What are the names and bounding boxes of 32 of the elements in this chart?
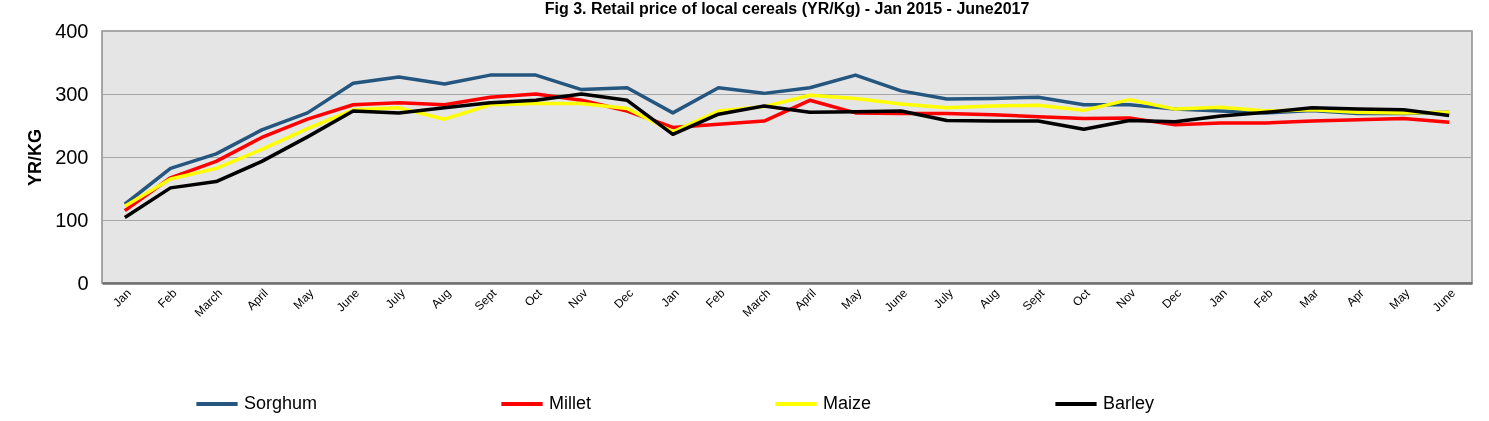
- x-tick-label: Jan: [1206, 286, 1230, 310]
- legend-label: Millet: [549, 393, 592, 413]
- x-tick-label: Jan: [658, 286, 682, 310]
- x-tick-label: Nov: [1113, 286, 1139, 312]
- x-tick-label: May: [290, 286, 317, 313]
- y-tick-label: 200: [55, 145, 89, 168]
- x-tick-label: Dec: [611, 286, 637, 312]
- x-tick-label: July: [382, 286, 408, 312]
- y-tick-label: 0: [77, 271, 89, 294]
- x-tick-label: Oct: [521, 285, 546, 310]
- y-tick-label: 100: [55, 208, 89, 231]
- x-tick-label: Nov: [565, 286, 591, 312]
- x-tick-label: Feb: [702, 285, 728, 311]
- legend-label: Barley: [1103, 393, 1155, 413]
- legend-label: Maize: [823, 393, 872, 413]
- x-tick-label: May: [1386, 286, 1413, 313]
- y-tick-label: 300: [55, 82, 89, 105]
- legend-label: Sorghum: [244, 393, 318, 413]
- x-tick-label: Feb: [154, 285, 180, 311]
- x-tick-label: July: [930, 286, 956, 312]
- x-tick-label: Aug: [428, 286, 454, 312]
- chart-title: Fig 3. Retail price of local cereals (YR/Kg) - Jan 2015 - June2017: [544, 0, 1030, 17]
- x-tick-label: Mar: [1296, 286, 1322, 311]
- x-tick-label: Dec: [1159, 286, 1185, 312]
- x-tick-label: Feb: [1250, 285, 1276, 311]
- x-tick-label: Apr: [1343, 286, 1367, 310]
- x-tick-label: May: [838, 286, 865, 313]
- y-tick-label: 400: [55, 19, 89, 42]
- x-tick-label: Jan: [110, 286, 134, 310]
- x-tick-label: Aug: [976, 286, 1002, 312]
- x-tick-label: Oct: [1069, 285, 1094, 310]
- y-axis-title: YR/KG: [25, 128, 46, 187]
